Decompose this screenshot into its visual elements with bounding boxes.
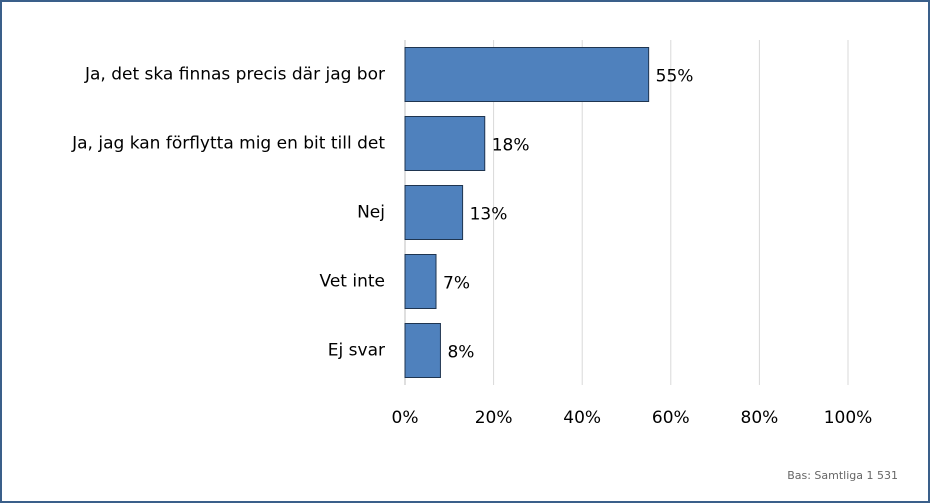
y-tick-label: Vet inte <box>320 272 385 292</box>
y-tick-label: Nej <box>357 203 385 223</box>
x-tick-label: 60% <box>652 408 690 428</box>
x-tick-label: 100% <box>824 408 873 428</box>
footnote: Bas: Samtliga 1 531 <box>787 469 898 482</box>
bar <box>404 116 486 171</box>
value-label: 18% <box>492 136 530 156</box>
x-tick-label: 0% <box>392 408 419 428</box>
bar <box>404 254 437 309</box>
value-label: 13% <box>470 205 508 225</box>
y-tick-label: Ej svar <box>328 341 385 361</box>
x-tick-label: 40% <box>563 408 601 428</box>
bar <box>404 185 464 240</box>
x-tick-label: 80% <box>741 408 779 428</box>
y-tick-label: Ja, det ska finnas precis där jag bor <box>84 65 385 85</box>
value-label: 7% <box>443 274 470 294</box>
value-label: 55% <box>656 67 694 87</box>
x-tick-label: 20% <box>475 408 513 428</box>
bar <box>404 323 441 378</box>
y-tick-label: Ja, jag kan förflytta mig en bit till de… <box>71 134 385 154</box>
bar <box>404 47 650 102</box>
value-label: 8% <box>447 343 474 363</box>
